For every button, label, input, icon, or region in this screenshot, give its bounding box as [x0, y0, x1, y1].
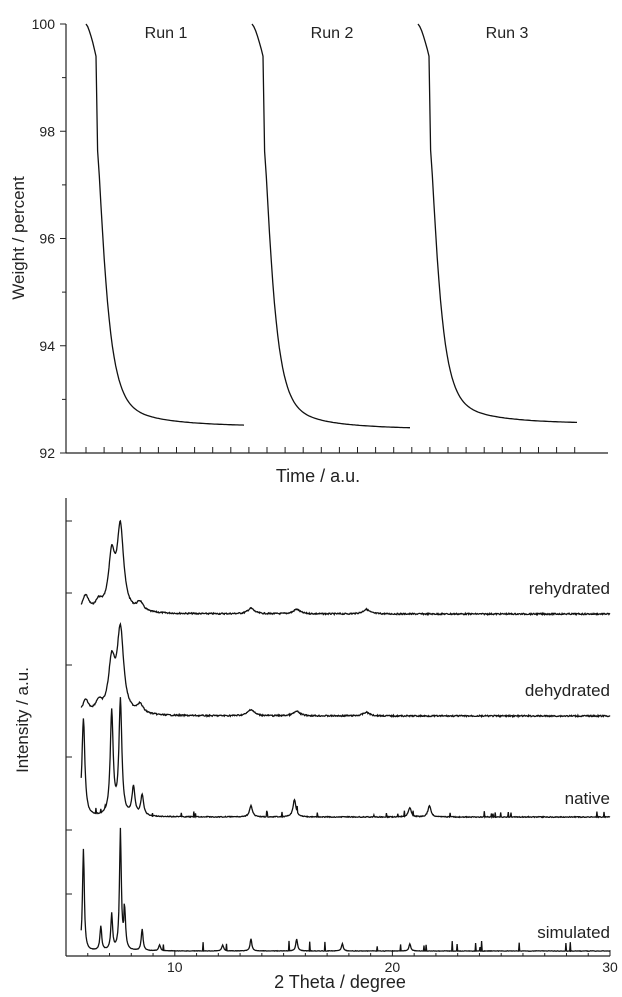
xrd-series-label: rehydrated: [529, 579, 610, 598]
xrd-y-axis-label: Intensity / a.u.: [13, 667, 32, 773]
tga-curves: [85, 23, 577, 429]
tga-y-axis-label: Weight / percent: [9, 176, 28, 300]
tga-y-tick-label: 94: [39, 338, 55, 354]
xrd-series-label: simulated: [537, 923, 610, 942]
tga-run-curve: [85, 23, 245, 426]
tga-y-tick-label: 96: [39, 231, 55, 247]
xrd-pattern-rehydrated: [80, 519, 611, 617]
xrd-x-ticks: 10 20 30: [65, 950, 618, 975]
tga-x-ticks: [85, 447, 576, 453]
xrd-curves: [80, 519, 611, 953]
xrd-pattern-native: [80, 697, 611, 819]
xrd-pattern-simulated: [80, 827, 611, 953]
xrd-x-tick-label: 20: [385, 959, 401, 975]
xrd-chart: 10 20 30 rehydrated dehydrated native simulat…: [13, 498, 618, 992]
xrd-series-labels: rehydrated dehydrated native simulated: [525, 579, 610, 942]
tga-y-ticks: 92 94 96 98 100: [32, 16, 66, 461]
tga-y-tick-label: 92: [39, 445, 55, 461]
xrd-y-ticks: [66, 520, 72, 895]
xrd-pattern-dehydrated: [80, 622, 611, 719]
tga-y-tick-label: 100: [32, 16, 56, 32]
tga-run-curve: [417, 23, 577, 424]
tga-x-axis-label: Time / a.u.: [276, 466, 360, 486]
tga-run-labels: Run 1 Run 2 Run 3: [145, 25, 529, 42]
tga-run-curve: [251, 23, 410, 429]
xrd-x-tick-label: 10: [167, 959, 183, 975]
xrd-x-axis-label: 2 Theta / degree: [274, 972, 406, 992]
tga-y-tick-label: 98: [39, 123, 55, 139]
xrd-series-label: dehydrated: [525, 681, 610, 700]
tga-run-label: Run 3: [486, 25, 529, 42]
xrd-x-tick-label: 30: [602, 959, 618, 975]
tga-run-label: Run 1: [145, 25, 188, 42]
tga-run-label: Run 2: [311, 25, 354, 42]
xrd-series-label: native: [565, 789, 610, 808]
